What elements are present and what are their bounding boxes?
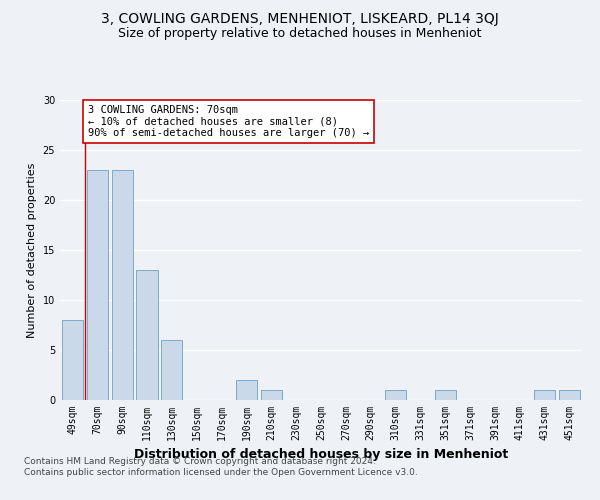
Bar <box>112 170 133 400</box>
X-axis label: Distribution of detached houses by size in Menheniot: Distribution of detached houses by size … <box>134 448 508 462</box>
Text: 3 COWLING GARDENS: 70sqm
← 10% of detached houses are smaller (8)
90% of semi-de: 3 COWLING GARDENS: 70sqm ← 10% of detach… <box>88 105 369 138</box>
Bar <box>261 390 282 400</box>
Bar <box>62 320 83 400</box>
Bar <box>87 170 108 400</box>
Bar <box>534 390 555 400</box>
Text: 3, COWLING GARDENS, MENHENIOT, LISKEARD, PL14 3QJ: 3, COWLING GARDENS, MENHENIOT, LISKEARD,… <box>101 12 499 26</box>
Bar <box>435 390 456 400</box>
Text: Contains HM Land Registry data © Crown copyright and database right 2024.
Contai: Contains HM Land Registry data © Crown c… <box>24 458 418 477</box>
Y-axis label: Number of detached properties: Number of detached properties <box>27 162 37 338</box>
Bar <box>385 390 406 400</box>
Bar <box>136 270 158 400</box>
Bar <box>161 340 182 400</box>
Text: Size of property relative to detached houses in Menheniot: Size of property relative to detached ho… <box>118 28 482 40</box>
Bar <box>236 380 257 400</box>
Bar <box>559 390 580 400</box>
